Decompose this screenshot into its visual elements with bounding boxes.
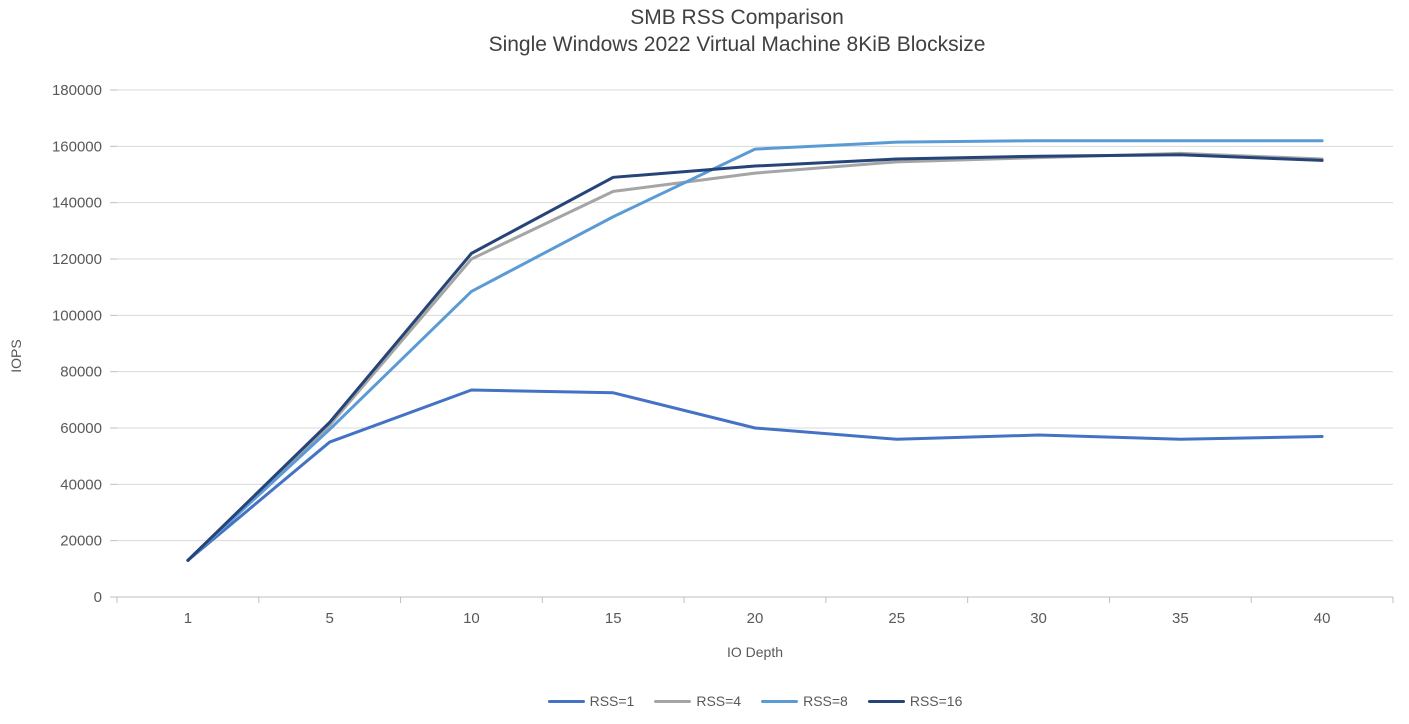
legend-label: RSS=8 — [803, 693, 848, 709]
legend-swatch-rss-8 — [761, 699, 799, 703]
x-tick-label: 5 — [325, 610, 333, 627]
legend-swatch-rss-16 — [867, 699, 905, 703]
legend-item-rss-16: RSS=16 — [867, 693, 963, 709]
legend: RSS=1 RSS=4 RSS=8 RSS=16 — [117, 693, 1393, 709]
x-tick-label: 30 — [1030, 610, 1047, 627]
legend-swatch-rss-4 — [654, 699, 692, 703]
x-tick-label: 20 — [747, 610, 764, 627]
x-tick-label: 25 — [888, 610, 905, 627]
y-tick-label: 60000 — [60, 420, 102, 437]
chart-subtitle: Single Windows 2022 Virtual Machine 8KiB… — [488, 33, 986, 56]
y-tick-label: 20000 — [60, 533, 102, 550]
x-tick-label: 15 — [605, 610, 622, 627]
legend-label: RSS=1 — [589, 693, 635, 709]
y-tick-label: 80000 — [60, 364, 102, 381]
x-tick-label: 1 — [184, 610, 192, 627]
legend-label: RSS=4 — [696, 693, 742, 709]
x-tick-label: 40 — [1314, 610, 1331, 627]
x-axis-title: IO Depth — [726, 644, 784, 660]
y-axis-title: IOPS — [8, 339, 24, 373]
x-tick-label: 35 — [1172, 610, 1189, 627]
y-tick-label: 180000 — [52, 82, 102, 99]
legend-swatch-rss-1 — [547, 699, 585, 703]
y-tick-label: 0 — [94, 589, 102, 606]
legend-label: RSS=16 — [909, 693, 963, 709]
series-line-rss-8 — [186, 139, 1324, 562]
x-tick-label: 10 — [463, 610, 480, 627]
y-tick-label: 40000 — [60, 476, 102, 493]
y-tick-label: 140000 — [52, 195, 102, 212]
series-line-rss-4 — [186, 151, 1324, 562]
series-line-rss-16 — [186, 153, 1324, 562]
legend-item-rss-1: RSS=1 — [547, 693, 635, 709]
legend-item-rss-4: RSS=4 — [654, 693, 741, 709]
legend-item-rss-8: RSS=8 — [761, 693, 848, 709]
y-tick-label: 100000 — [52, 307, 102, 324]
chart-title: SMB RSS Comparison — [630, 6, 844, 29]
series-line-rss-1 — [186, 388, 1324, 562]
y-tick-label: 160000 — [52, 138, 102, 155]
y-tick-label: 120000 — [52, 251, 102, 268]
